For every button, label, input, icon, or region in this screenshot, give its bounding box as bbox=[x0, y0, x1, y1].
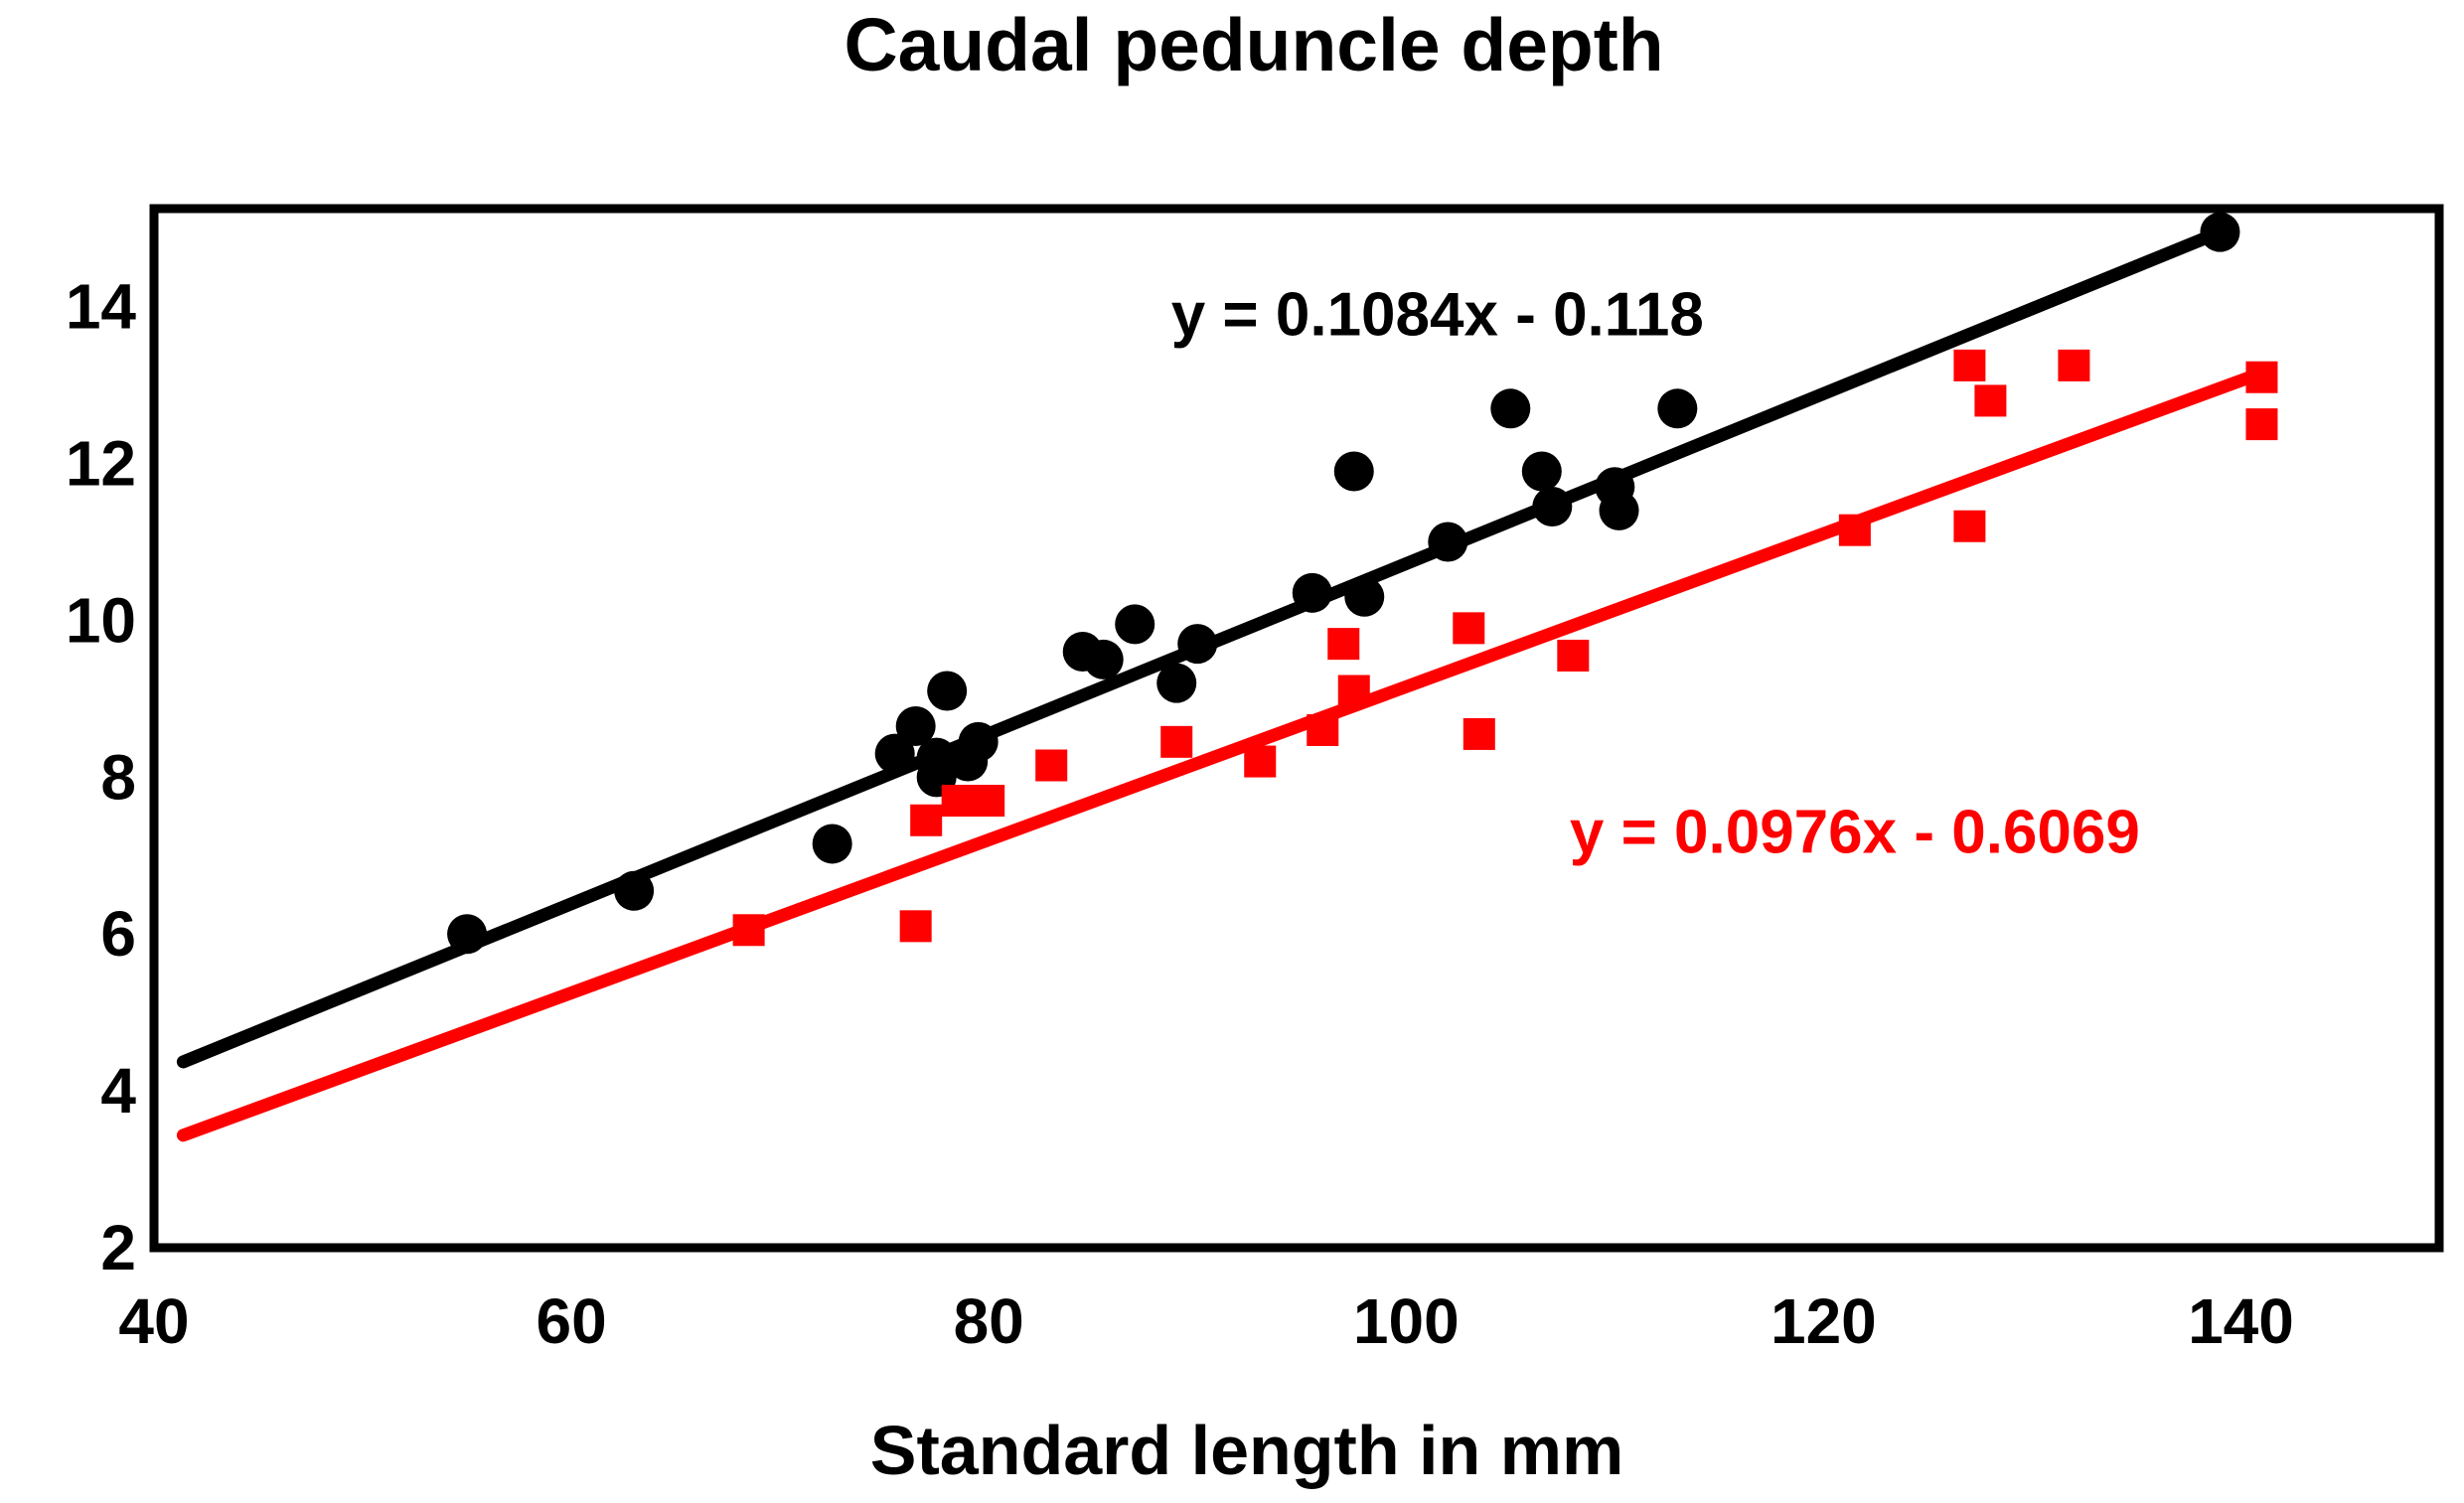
data-point-circle bbox=[447, 914, 488, 955]
data-point-circle bbox=[1521, 451, 1562, 492]
data-point-square bbox=[899, 910, 932, 943]
x-tick-label: 40 bbox=[118, 1285, 189, 1357]
data-point-square bbox=[941, 785, 974, 818]
data-point-square bbox=[2058, 349, 2090, 381]
data-point-circle bbox=[614, 870, 655, 911]
data-point-circle bbox=[1292, 572, 1332, 613]
x-tick-label: 60 bbox=[536, 1285, 606, 1357]
data-point-circle bbox=[1333, 451, 1374, 492]
data-point-circle bbox=[2200, 212, 2240, 252]
y-tick-label: 14 bbox=[66, 271, 137, 343]
data-point-square bbox=[1974, 384, 2007, 417]
equation-annotation: y = 0.0976x - 0.6069 bbox=[1569, 798, 2140, 867]
y-tick-label: 8 bbox=[100, 741, 136, 813]
data-point-square bbox=[1557, 639, 1590, 672]
chart-title: Caudal peduncle depth bbox=[844, 3, 1664, 86]
data-point-square bbox=[1307, 713, 1339, 746]
data-point-circle bbox=[874, 733, 915, 774]
data-point-square bbox=[1035, 749, 1068, 782]
red-squares-trendline bbox=[176, 368, 2264, 1142]
data-point-circle bbox=[927, 671, 968, 711]
data-point-circle bbox=[1428, 522, 1468, 562]
equation-annotation: y = 0.1084x - 0.118 bbox=[1170, 280, 1704, 350]
y-tick-label: 4 bbox=[100, 1055, 136, 1127]
data-point-circle bbox=[1532, 486, 1573, 526]
y-tick-label: 2 bbox=[100, 1212, 136, 1283]
x-tick-label: 100 bbox=[1353, 1285, 1460, 1357]
data-point-circle bbox=[958, 721, 999, 762]
data-point-circle bbox=[1115, 604, 1155, 645]
x-tick-label: 80 bbox=[954, 1285, 1024, 1357]
data-point-square bbox=[2245, 361, 2278, 393]
data-point-square bbox=[1463, 717, 1495, 750]
data-point-circle bbox=[1156, 663, 1197, 703]
data-point-circle bbox=[812, 824, 852, 864]
data-point-circle bbox=[1083, 639, 1124, 679]
data-point-circle bbox=[1599, 490, 1639, 530]
x-tick-label: 140 bbox=[2188, 1285, 2294, 1357]
data-point-circle bbox=[895, 706, 936, 747]
data-point-square bbox=[1953, 349, 1986, 381]
x-axis-title: Standard length in mm bbox=[869, 1412, 1624, 1489]
data-point-circle bbox=[1344, 576, 1385, 617]
data-point-square bbox=[1327, 628, 1360, 661]
y-tick-label: 6 bbox=[100, 898, 136, 970]
data-point-square bbox=[732, 914, 765, 947]
y-tick-label: 10 bbox=[66, 584, 136, 656]
data-point-square bbox=[1453, 612, 1485, 645]
data-point-square bbox=[973, 785, 1005, 818]
plot-frame bbox=[149, 204, 2444, 1253]
data-point-square bbox=[1160, 725, 1193, 758]
data-point-square bbox=[1953, 510, 1986, 542]
data-point-square bbox=[910, 804, 943, 836]
data-point-square bbox=[2245, 408, 2278, 441]
data-point-square bbox=[1244, 745, 1277, 778]
y-tick-label: 12 bbox=[66, 428, 136, 500]
data-point-circle bbox=[1177, 624, 1218, 665]
data-point-square bbox=[1337, 675, 1370, 707]
x-tick-label: 120 bbox=[1771, 1285, 1877, 1357]
data-point-square bbox=[1838, 514, 1871, 546]
data-point-circle bbox=[1490, 388, 1531, 429]
data-point-circle bbox=[1657, 388, 1698, 429]
